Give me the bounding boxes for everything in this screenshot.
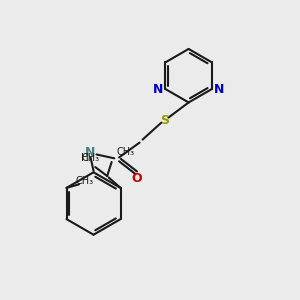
Text: CH₃: CH₃	[76, 176, 94, 186]
Text: O: O	[131, 172, 142, 185]
Text: S: S	[160, 114, 169, 127]
Text: H: H	[81, 153, 88, 163]
Text: CH₃: CH₃	[116, 147, 134, 157]
Text: N: N	[85, 146, 95, 159]
Text: N: N	[153, 82, 164, 96]
Text: N: N	[214, 82, 224, 96]
Text: CH₃: CH₃	[82, 153, 100, 163]
